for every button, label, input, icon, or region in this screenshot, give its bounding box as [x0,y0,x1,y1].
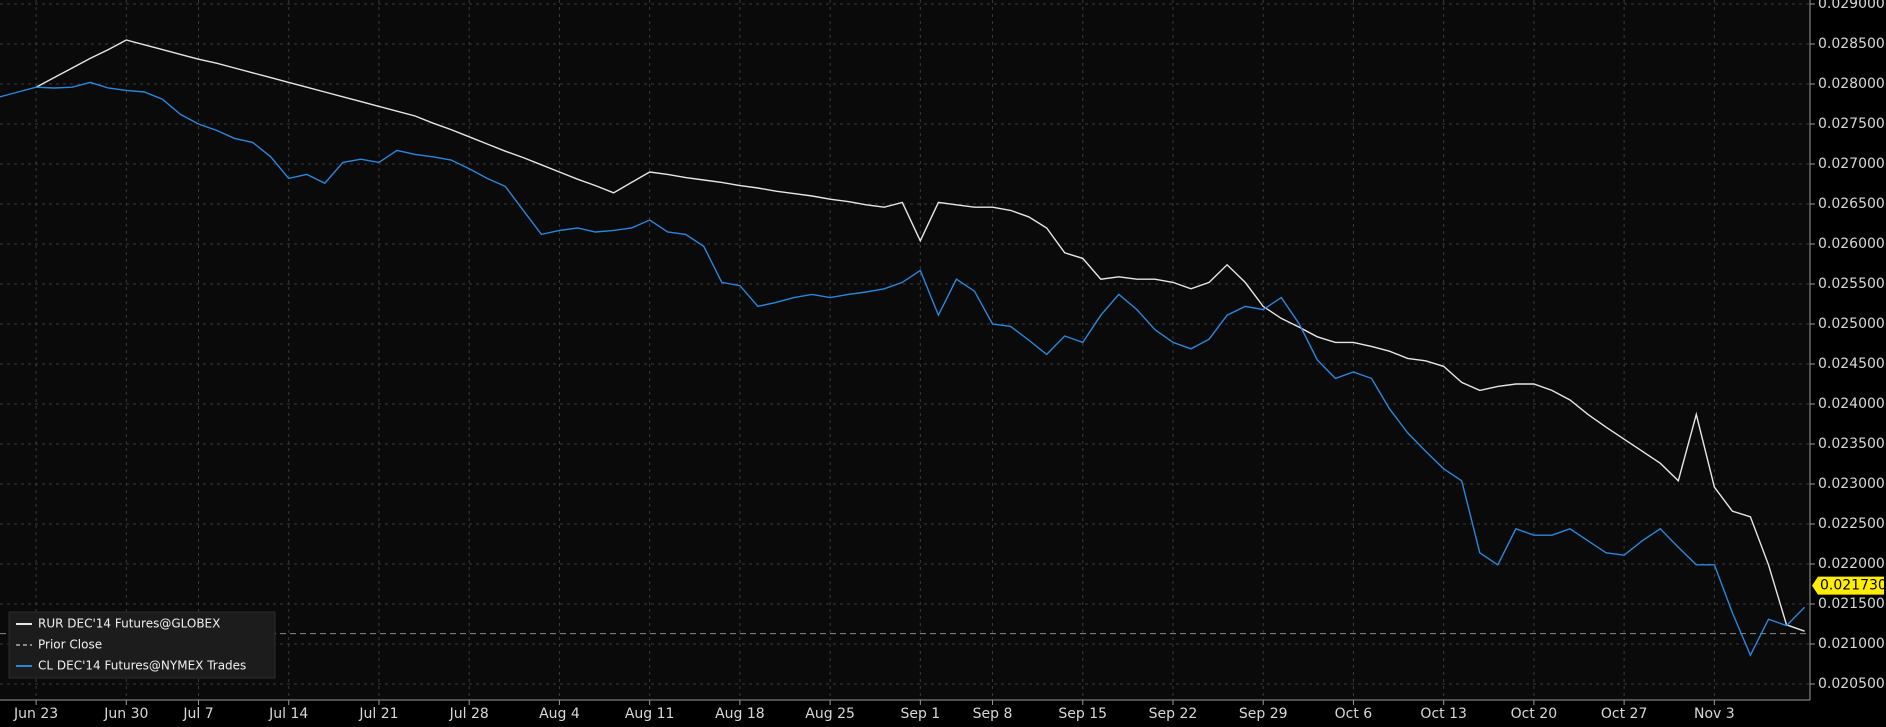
x-tick-label: Oct 6 [1335,706,1373,722]
legend: RUR DEC'14 Futures@GLOBEX Prior Close CL D… [8,611,276,679]
y-tick-label: 0.020500 [1818,676,1885,692]
x-tick-label: Sep 29 [1239,706,1288,722]
y-tick-label: 0.024500 [1818,356,1885,372]
x-tick-label: Jul 28 [449,706,489,722]
plot-area [0,0,1810,700]
last-price-label: 0.021730 [1820,578,1886,594]
x-tick-label: Aug 18 [715,706,765,722]
grid [0,0,1815,705]
y-tick-label: 0.027500 [1818,116,1885,132]
x-tick-label: Oct 20 [1511,706,1557,722]
y-tick-label: 0.029000 [1818,0,1885,12]
y-tick-label: 0.026500 [1818,196,1885,212]
y-tick-label: 0.022000 [1818,556,1885,572]
legend-label: RUR DEC'14 Futures@GLOBEX [38,617,220,631]
x-tick-label: Sep 15 [1058,706,1107,722]
y-tick-label: 0.027000 [1818,156,1885,172]
y-tick-label: 0.028000 [1818,76,1885,92]
legend-box [8,611,276,679]
y-tick-label: 0.023500 [1818,436,1885,452]
x-tick-label: Aug 11 [625,706,675,722]
y-tick-label: 0.025000 [1818,316,1885,332]
series-line [0,81,1806,657]
x-tick-label: Jul 14 [268,706,308,722]
x-tick-label: Oct 27 [1601,706,1647,722]
y-tick-label: 0.021500 [1818,596,1885,612]
y-tick-label: 0.021000 [1818,636,1885,652]
y-tick-label: 0.026000 [1818,236,1885,252]
x-tick-label: Jul 7 [182,706,213,722]
x-tick-label: Jun 30 [103,706,148,722]
legend-label: CL DEC'14 Futures@NYMEX Trades [38,659,246,673]
y-tick-label: 0.022500 [1818,516,1885,532]
x-tick-label: Jul 21 [358,706,398,722]
legend-label: Prior Close [38,638,102,652]
last-price-box [1812,576,1884,595]
x-tick-label: Sep 8 [973,706,1013,722]
series-line [35,39,1805,632]
y-tick-label: 0.024000 [1818,396,1885,412]
x-tick-label: Sep 22 [1149,706,1198,722]
y-tick-label: 0.025500 [1818,276,1885,292]
x-tick-label: Jun 23 [13,706,58,722]
y-tick-label: 0.023000 [1818,476,1885,492]
y-tick-label: 0.028500 [1818,36,1885,52]
x-tick-label: Oct 13 [1420,706,1466,722]
x-tick-label: Sep 1 [900,706,940,722]
marks [0,39,1810,657]
x-tick-label: Aug 4 [539,706,580,722]
x-tick-label: Nov 3 [1694,706,1735,722]
labels: 0.020500 0.021000 0.021500 0.022000 0.022500… [13,0,1886,722]
x-tick-label: Aug 25 [805,706,855,722]
